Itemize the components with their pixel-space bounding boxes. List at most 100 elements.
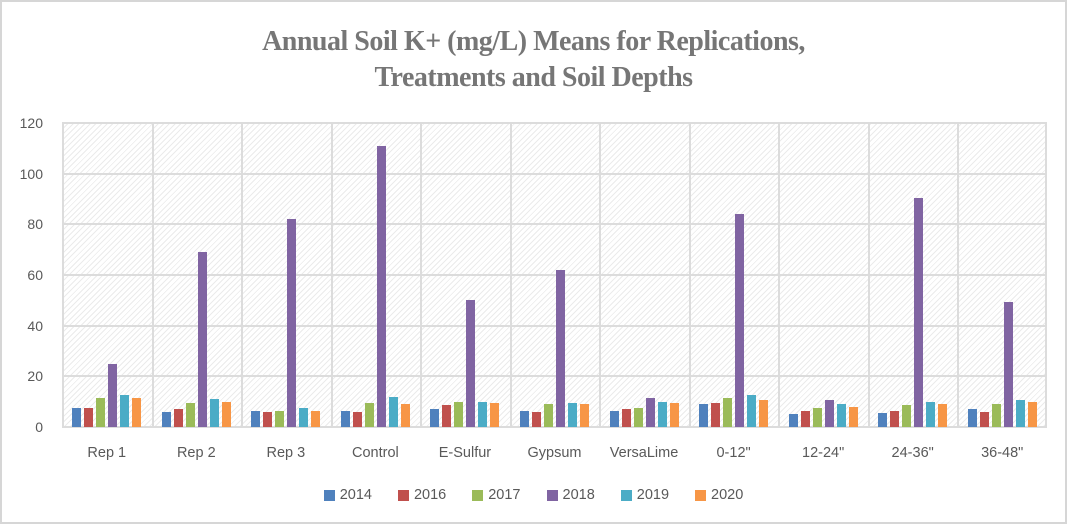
bar-2018 xyxy=(735,214,745,427)
x-axis-label: 0-12" xyxy=(716,445,751,461)
gridline-horizontal xyxy=(62,426,1047,428)
bar-2019 xyxy=(478,401,488,427)
bar-2014 xyxy=(788,414,798,427)
bar-2016 xyxy=(800,410,810,427)
bar-2018 xyxy=(914,197,924,427)
y-axis-tick-label: 20 xyxy=(27,368,43,385)
bar-group-rep-1 xyxy=(62,123,152,427)
legend-item-2016: 2016 xyxy=(397,487,447,503)
bar-2019 xyxy=(926,401,936,427)
bar-2016 xyxy=(442,405,452,427)
bar-2019 xyxy=(836,404,846,427)
gridline-vertical xyxy=(599,123,601,427)
gridline-vertical xyxy=(331,123,333,427)
legend-swatch-icon xyxy=(397,489,409,501)
gridline-horizontal xyxy=(62,223,1047,226)
bar-2020 xyxy=(221,401,231,427)
gridline-horizontal xyxy=(62,375,1047,378)
y-axis-tick-label: 0 xyxy=(35,419,43,435)
plot-area xyxy=(62,122,1047,428)
bar-2019 xyxy=(1015,400,1025,427)
bar-2020 xyxy=(490,402,500,427)
legend-swatch-icon xyxy=(472,489,484,501)
gridline-vertical xyxy=(778,123,780,427)
x-axis-label: Rep 2 xyxy=(176,445,216,461)
bar-2014 xyxy=(967,409,977,427)
bar-2020 xyxy=(848,406,858,427)
gridline-vertical xyxy=(152,123,154,427)
gridline-vertical xyxy=(957,123,959,427)
legend-item-2020: 2020 xyxy=(695,487,743,503)
bar-group-rep-3 xyxy=(241,123,331,427)
bar-2017 xyxy=(812,408,822,427)
bar-2018 xyxy=(108,363,118,427)
y-axis-tick-label: 40 xyxy=(27,317,43,334)
bar-2020 xyxy=(579,404,589,427)
bar-group-control xyxy=(331,123,421,427)
bar-2018 xyxy=(287,219,297,427)
bar-2017 xyxy=(185,402,195,427)
gridline-vertical xyxy=(868,123,870,427)
bar-2014 xyxy=(251,410,261,427)
x-axis-label: E-Sulfur xyxy=(438,445,492,461)
bar-group-gypsum xyxy=(510,123,600,427)
bar-group-e-sulfur xyxy=(420,123,510,427)
gridline-horizontal xyxy=(62,172,1047,175)
bar-2019 xyxy=(299,408,309,427)
bar-group-versalime xyxy=(599,123,689,427)
legend-swatch-icon xyxy=(620,489,632,501)
bar-2014 xyxy=(519,410,529,427)
chart-title-line-1: Annual Soil K+ (mg/L) Means for Replicat… xyxy=(262,26,805,57)
bar-2020 xyxy=(938,404,948,427)
legend-swatch-icon xyxy=(695,489,707,501)
bar-2020 xyxy=(400,404,410,427)
bar-2018 xyxy=(824,400,834,427)
legend-swatch-icon xyxy=(546,489,558,501)
x-axis-label: Rep 3 xyxy=(266,445,306,461)
bar-2014 xyxy=(161,411,171,427)
bar-2014 xyxy=(72,408,82,427)
bar-2020 xyxy=(759,400,769,427)
x-axis-label: Control xyxy=(352,445,399,461)
legend-label: 2016 xyxy=(413,487,447,503)
y-axis-tick-label: 100 xyxy=(19,165,43,182)
bar-2020 xyxy=(669,402,679,427)
bar-group-24-36- xyxy=(868,123,958,427)
gridline-horizontal xyxy=(62,122,1047,124)
bar-2016 xyxy=(263,411,273,427)
gridline-vertical xyxy=(1045,123,1047,427)
bar-2017 xyxy=(633,408,643,427)
bar-2017 xyxy=(454,401,464,427)
bar-2016 xyxy=(711,402,721,427)
bar-2014 xyxy=(699,404,709,427)
gridline-horizontal xyxy=(62,324,1047,327)
bar-2016 xyxy=(979,411,989,427)
bar-2014 xyxy=(878,413,888,427)
bar-2019 xyxy=(747,395,757,427)
legend-label: 2017 xyxy=(488,487,521,503)
bar-2020 xyxy=(1027,401,1037,427)
bar-2018 xyxy=(197,252,207,427)
gridline-vertical xyxy=(62,123,64,427)
bar-2019 xyxy=(120,395,130,427)
chart-title: Annual Soil K+ (mg/L) Means for Replicat… xyxy=(2,24,1065,96)
bar-2020 xyxy=(311,410,321,427)
gridline-vertical xyxy=(420,123,422,427)
bar-2016 xyxy=(173,409,183,427)
bar-2017 xyxy=(723,397,733,427)
bar-2016 xyxy=(352,411,362,427)
bar-2019 xyxy=(657,401,667,427)
bar-2014 xyxy=(340,410,350,427)
bar-group-0-12- xyxy=(689,123,779,427)
legend-item-2014: 2014 xyxy=(323,487,372,503)
x-axis-label: 36-48" xyxy=(981,445,1024,461)
bar-group-12-24- xyxy=(778,123,868,427)
legend-swatch-icon xyxy=(323,489,335,501)
bar-2018 xyxy=(645,397,655,427)
legend-label: 2020 xyxy=(711,487,744,503)
bar-2014 xyxy=(430,409,440,427)
bar-2019 xyxy=(388,396,398,427)
legend-item-2019: 2019 xyxy=(620,487,669,503)
x-axis-label: 24-36" xyxy=(891,445,934,461)
